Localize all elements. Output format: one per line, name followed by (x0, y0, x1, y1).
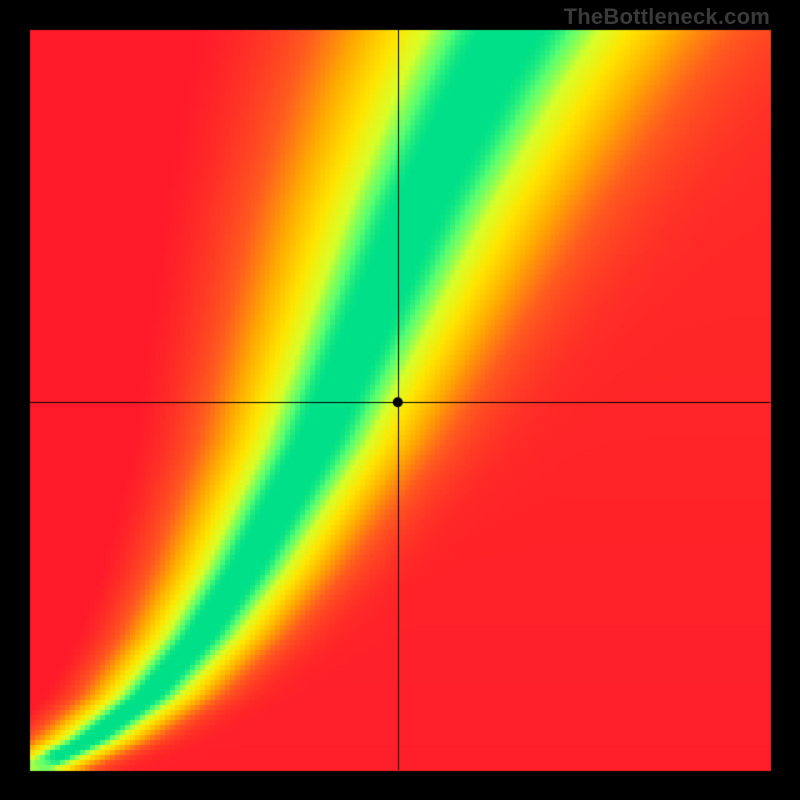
bottleneck-heatmap (0, 0, 800, 800)
watermark-text: TheBottleneck.com (564, 4, 770, 30)
